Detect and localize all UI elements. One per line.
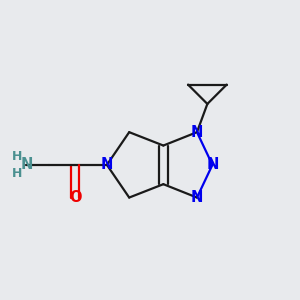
Text: N: N xyxy=(101,158,113,172)
Text: O: O xyxy=(69,190,81,205)
Text: N: N xyxy=(206,158,219,172)
Text: N: N xyxy=(191,125,203,140)
Text: H: H xyxy=(12,167,22,180)
Text: H: H xyxy=(12,150,22,163)
Text: N: N xyxy=(191,190,203,205)
Text: N: N xyxy=(21,158,33,172)
